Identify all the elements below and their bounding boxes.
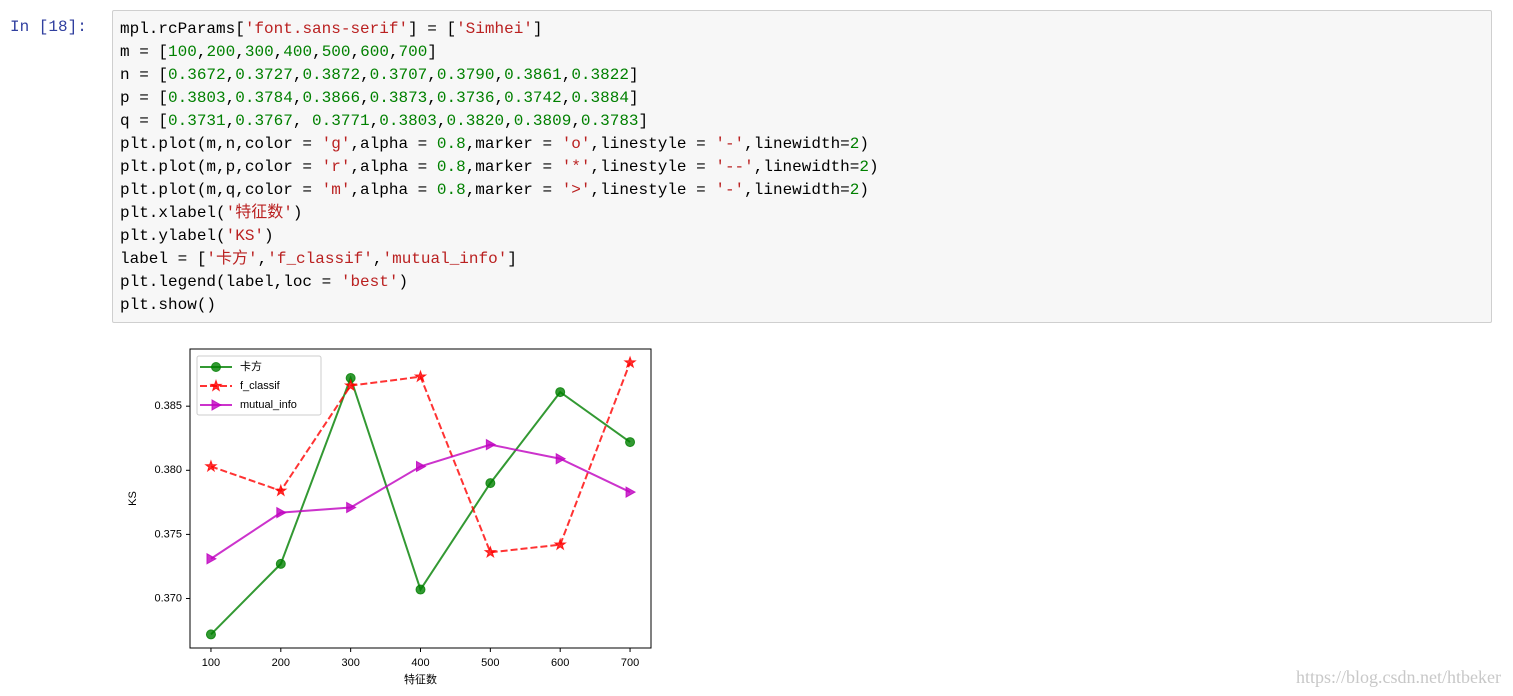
data-point xyxy=(204,459,218,473)
legend-marker xyxy=(209,378,223,392)
data-point xyxy=(346,501,357,514)
code-line: plt.plot(m,n,color = 'g',alpha = 0.8,mar… xyxy=(120,135,869,153)
legend-label: mutual_info xyxy=(240,399,297,411)
cell-prompt: In [18]: xyxy=(10,18,87,36)
code-line: label = ['卡方','f_classif','mutual_info'] xyxy=(120,250,517,268)
data-point xyxy=(416,460,427,473)
data-point xyxy=(483,545,498,559)
code-line: plt.ylabel('KS') xyxy=(120,227,274,245)
x-tick-label: 200 xyxy=(272,657,290,669)
y-tick-label: 0.380 xyxy=(154,464,182,476)
data-point xyxy=(625,486,637,498)
data-point xyxy=(485,478,496,489)
data-point xyxy=(553,537,567,551)
data-point xyxy=(206,552,217,565)
y-tick-label: 0.385 xyxy=(154,400,182,412)
legend-box xyxy=(196,355,322,416)
x-tick-label: 600 xyxy=(551,657,569,669)
chart: 0.370 0.375 0.380 0.385 100 200 300 400 500 600 70… xyxy=(127,348,652,686)
data-point xyxy=(415,584,426,595)
x-tick-label: 400 xyxy=(411,657,429,669)
data-point xyxy=(413,369,428,383)
y-tick-label: 0.370 xyxy=(154,592,182,604)
code-line: q = [0.3731,0.3767, 0.3771,0.3803,0.3820… xyxy=(120,112,649,130)
legend-label: f_classif xyxy=(240,380,281,392)
code-line: m = [100,200,300,400,500,600,700] xyxy=(120,43,437,61)
plot-frame xyxy=(189,348,652,649)
code-line: plt.xlabel('特征数') xyxy=(120,204,303,222)
y-tick-label: 0.375 xyxy=(154,528,182,540)
code-line: mpl.rcParams['font.sans-serif'] = ['Simh… xyxy=(120,20,543,38)
legend-marker xyxy=(211,399,223,411)
code-line: p = [0.3803,0.3784,0.3866,0.3873,0.3736,… xyxy=(120,89,639,107)
code-line: plt.plot(m,p,color = 'r',alpha = 0.8,mar… xyxy=(120,158,879,176)
x-tick-label: 100 xyxy=(202,657,220,669)
code-line: plt.legend(label,loc = 'best') xyxy=(120,273,409,291)
data-point xyxy=(485,438,497,451)
series-line xyxy=(210,443,631,560)
data-point xyxy=(274,483,288,497)
y-axis-label: KS xyxy=(127,491,139,506)
code-cell[interactable]: mpl.rcParams['font.sans-serif'] = ['Simh… xyxy=(112,10,1492,323)
code-line: plt.show() xyxy=(120,296,217,314)
x-tick-label: 700 xyxy=(621,657,639,669)
x-tick-label: 500 xyxy=(481,657,499,669)
data-point xyxy=(623,355,637,369)
legend-marker xyxy=(211,362,221,372)
data-point xyxy=(276,506,287,519)
data-point xyxy=(625,437,636,448)
legend-label: 卡方 xyxy=(240,359,262,373)
code-line: n = [0.3672,0.3727,0.3872,0.3707,0.3790,… xyxy=(120,66,639,84)
code-line: plt.plot(m,q,color = 'm',alpha = 0.8,mar… xyxy=(120,181,869,199)
series-line xyxy=(210,374,631,636)
watermark: https://blog.csdn.net/htbeker xyxy=(1296,667,1501,687)
data-point xyxy=(275,558,286,569)
x-axis-label: 特征数 xyxy=(404,672,437,686)
data-point xyxy=(205,629,216,640)
data-point xyxy=(555,387,566,398)
data-point xyxy=(555,452,567,465)
data-point xyxy=(343,378,358,392)
x-tick-label: 300 xyxy=(341,657,359,669)
